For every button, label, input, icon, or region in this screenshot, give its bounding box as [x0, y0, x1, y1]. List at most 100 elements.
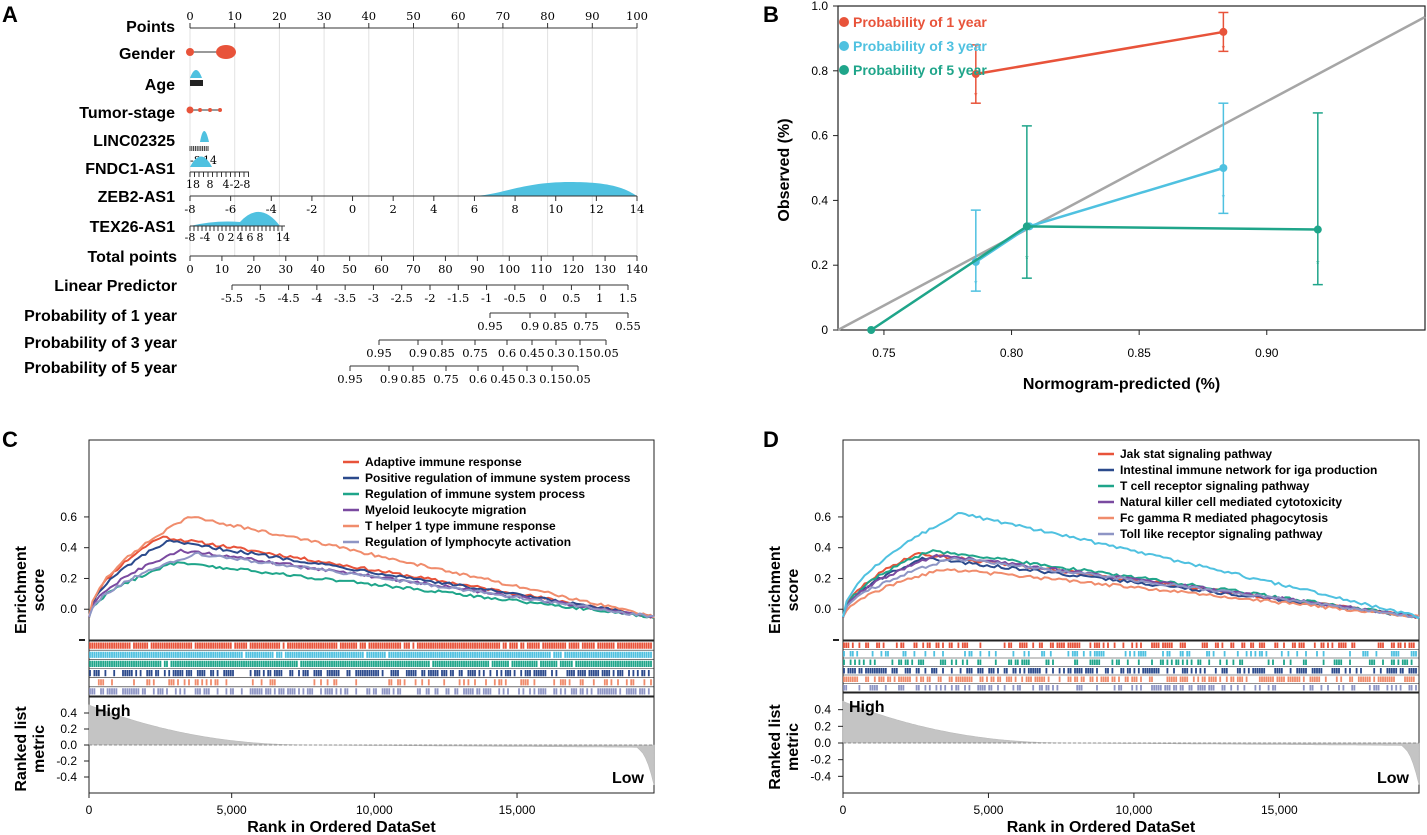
x-tick-label: 10,000	[356, 803, 393, 817]
nomogram-label: ZEB2-AS1	[98, 189, 175, 206]
metric-tick-label: 0.0	[60, 738, 77, 752]
axis-tick-label: 0.55	[615, 319, 641, 333]
x-axis-title: Normogram-predicted (%)	[1023, 376, 1220, 393]
x-tick-label: 0.80	[1000, 346, 1024, 360]
metric-axis-title: metric	[785, 723, 802, 771]
es-tick-label: 0.2	[814, 571, 831, 585]
legend-label: Regulation of lymphocyte activation	[365, 535, 571, 549]
axis-tick-label: 0.05	[565, 372, 591, 386]
hit-marks	[843, 659, 1413, 665]
calibration-point	[1313, 225, 1322, 234]
low-label: Low	[1377, 770, 1410, 787]
metric-tick-label: 0.2	[814, 719, 831, 733]
nomogram-label: Tumor-stage	[79, 105, 175, 122]
metric-axis-title: Ranked list	[767, 704, 784, 790]
axis-tick-label: -2	[424, 291, 435, 305]
star-mark: *	[1025, 254, 1029, 264]
axis-tick-label: 120	[562, 262, 584, 276]
legend-label: Positive regulation of immune system pro…	[365, 471, 631, 485]
axis-tick-label: -4.5	[277, 291, 299, 305]
axis-tick-label: 2	[390, 202, 397, 216]
hit-marks	[843, 668, 1417, 674]
fndc-tick-label: 4	[223, 178, 230, 191]
linc-density	[200, 131, 209, 142]
fndc-tick-label: 8	[207, 178, 214, 191]
stage-dot	[218, 108, 222, 112]
metric-tick-label: -0.2	[56, 754, 77, 768]
es-frame	[88, 439, 655, 641]
axis-tick-label: 0.3	[518, 372, 536, 386]
gsea-panel-d: 0.6 0.4 0.2 0.0 Enrichment score Jak stat sign…	[767, 439, 1420, 835]
axis-tick-label: -5.5	[221, 291, 243, 305]
axis-tick-label: 110	[530, 262, 552, 276]
legend-label: Probability of 1 year	[853, 14, 987, 30]
nomogram-panel: Points Gender Age Tumor-stage LINC02325 FNDC1…	[24, 9, 648, 386]
axis-tick-label: 0	[186, 262, 193, 276]
es-tick-label: 0.4	[814, 541, 831, 555]
calibration-point	[867, 326, 876, 334]
panel-label-a: A	[2, 2, 18, 27]
axis-tick-label: 0.6	[498, 346, 516, 360]
gender-dot	[216, 45, 236, 59]
axis-tick-label: 10	[548, 202, 563, 216]
low-label: Low	[612, 770, 645, 787]
tex26-tick-label: 2	[228, 231, 235, 244]
es-tick-label: 0.6	[814, 510, 831, 524]
age-density	[190, 70, 202, 78]
x-tick-label: 0.85	[1127, 346, 1151, 360]
legend-dot	[839, 65, 849, 75]
calibration-panel: 0.75 0.80 0.85 0.90 0 0.2 0.4 0.6 0.8 1.0 Normogra…	[776, 0, 1426, 393]
hit-marks	[89, 651, 652, 658]
es-curve	[88, 551, 655, 619]
x-tick-label: 15,000	[1261, 803, 1298, 817]
axis-tick-label: -1	[481, 291, 492, 305]
es-tick-label: 0.2	[60, 571, 77, 585]
axis-tick-label: 140	[626, 262, 648, 276]
panel-label-b: B	[763, 2, 779, 27]
axis-tick-label: -5	[255, 291, 266, 305]
tex26-tick-label: 14	[276, 231, 290, 244]
axis-tick-label: 0.95	[337, 372, 363, 386]
hit-marks	[89, 670, 650, 677]
star-mark: *	[1316, 259, 1320, 269]
legend-label: Myeloid leukocyte migration	[365, 503, 526, 517]
axis-tick-label: 100	[498, 262, 520, 276]
x-tick-label: 0	[86, 803, 93, 817]
gender-dot	[186, 48, 194, 56]
panel-label-d: D	[763, 427, 779, 452]
axis-tick-label: 0.9	[380, 372, 398, 386]
axis-tick-label: 50	[342, 262, 357, 276]
nomogram-label: Probability of 5 year	[24, 360, 177, 377]
axis-tick-label: 40	[310, 262, 325, 276]
star-mark: *	[1222, 193, 1226, 203]
axis-tick-label: 0.15	[539, 372, 565, 386]
axis-tick-label: 0	[349, 202, 356, 216]
hit-marks	[89, 688, 650, 695]
nomogram-label: Points	[126, 19, 175, 36]
calibration-line	[870, 225, 1318, 332]
nomogram-label: TEX26-AS1	[90, 219, 175, 236]
es-frame	[842, 439, 1420, 641]
axis-tick-label: 130	[594, 262, 616, 276]
calibration-line	[975, 166, 1224, 264]
legend-dot	[839, 17, 849, 27]
axis-tick-label: 0.85	[429, 346, 455, 360]
axis-tick-label: 90	[585, 9, 600, 23]
legend-label: Probability of 3 year	[853, 38, 987, 54]
legend-label: Adaptive immune response	[365, 455, 522, 469]
axis-tick-label: 30	[317, 9, 332, 23]
calibration-point	[1219, 164, 1228, 172]
es-curve	[842, 556, 1420, 619]
fndc-tick-label: 18	[186, 178, 200, 191]
axis-tick-label: -6	[225, 202, 236, 216]
axis-tick-label: 0.15	[567, 346, 593, 360]
axis-tick-label: 60	[374, 262, 389, 276]
nomogram-label: LINC02325	[93, 133, 175, 150]
legend-label: T cell receptor signaling pathway	[1120, 479, 1310, 493]
axis-tick-label: -0.5	[504, 291, 526, 305]
hit-marks	[843, 685, 1417, 691]
axis-tick-label: 1.5	[619, 291, 637, 305]
axis-tick-label: 100	[626, 9, 648, 23]
legend-label: Fc gamma R mediated phagocytosis	[1120, 511, 1328, 525]
fndc-density	[190, 156, 212, 167]
